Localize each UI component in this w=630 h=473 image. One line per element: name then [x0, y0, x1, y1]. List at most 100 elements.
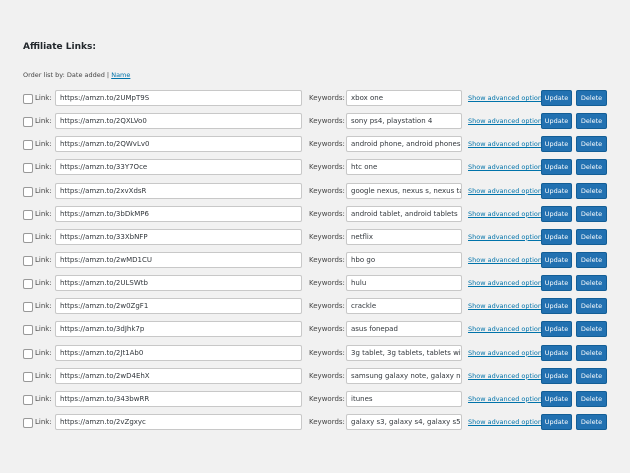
keywords-input[interactable]: asus fonepad — [346, 321, 462, 337]
show-advanced-options-link[interactable]: Show advanced options — [468, 256, 545, 264]
keywords-input[interactable]: android tablet, android tablets — [346, 206, 462, 222]
select-checkbox[interactable] — [23, 210, 33, 220]
select-checkbox[interactable] — [23, 302, 33, 312]
update-button[interactable]: Update — [541, 345, 572, 361]
show-advanced-options-link[interactable]: Show advanced options — [468, 418, 545, 426]
order-by-label: Order list by: Date added | — [23, 71, 111, 79]
show-advanced-options-link[interactable]: Show advanced options — [468, 94, 545, 102]
select-checkbox[interactable] — [23, 349, 33, 359]
select-checkbox[interactable] — [23, 279, 33, 289]
keywords-input[interactable]: google nexus, nexus s, nexus tabl — [346, 183, 462, 199]
select-checkbox[interactable] — [23, 163, 33, 173]
link-url-input[interactable]: https://amzn.to/2QXLVo0 — [55, 113, 302, 129]
select-checkbox[interactable] — [23, 94, 33, 104]
select-checkbox[interactable] — [23, 187, 33, 197]
show-advanced-options-link[interactable]: Show advanced options — [468, 210, 545, 218]
link-url-input[interactable]: https://amzn.to/2QWvLv0 — [55, 136, 302, 152]
keywords-input[interactable]: netflix — [346, 229, 462, 245]
select-checkbox[interactable] — [23, 233, 33, 243]
update-button[interactable]: Update — [541, 229, 572, 245]
delete-button[interactable]: Delete — [576, 229, 607, 245]
delete-button[interactable]: Delete — [576, 183, 607, 199]
update-button[interactable]: Update — [541, 298, 572, 314]
link-url-input[interactable]: https://amzn.to/2wD4EhX — [55, 368, 302, 384]
keywords-input[interactable]: hbo go — [346, 252, 462, 268]
delete-button[interactable]: Delete — [576, 113, 607, 129]
show-advanced-options-link[interactable]: Show advanced options — [468, 233, 545, 241]
keywords-input[interactable]: itunes — [346, 391, 462, 407]
keywords-input[interactable]: hulu — [346, 275, 462, 291]
update-button[interactable]: Update — [541, 159, 572, 175]
link-url-input[interactable]: https://amzn.to/2Jt1Ab0 — [55, 345, 302, 361]
keywords-input[interactable]: samsung galaxy note, galaxy note — [346, 368, 462, 384]
delete-button[interactable]: Delete — [576, 298, 607, 314]
link-url-input[interactable]: https://amzn.to/2xvXdsR — [55, 183, 302, 199]
link-row: Link: https://amzn.to/2Jt1Ab0 Keywords: … — [0, 345, 630, 362]
delete-button[interactable]: Delete — [576, 275, 607, 291]
update-button[interactable]: Update — [541, 136, 572, 152]
show-advanced-options-link[interactable]: Show advanced options — [468, 163, 545, 171]
delete-button[interactable]: Delete — [576, 90, 607, 106]
link-label: Link: — [35, 117, 52, 125]
link-url-input[interactable]: https://amzn.to/343bwRR — [55, 391, 302, 407]
show-advanced-options-link[interactable]: Show advanced options — [468, 117, 545, 125]
keywords-input[interactable]: galaxy s3, galaxy s4, galaxy s5, gal — [346, 414, 462, 430]
keywords-input[interactable]: xbox one — [346, 90, 462, 106]
update-button[interactable]: Update — [541, 252, 572, 268]
keywords-label: Keywords: — [309, 140, 345, 148]
keywords-input[interactable]: 3g tablet, 3g tablets, tablets with — [346, 345, 462, 361]
update-button[interactable]: Update — [541, 113, 572, 129]
keywords-input[interactable]: htc one — [346, 159, 462, 175]
update-button[interactable]: Update — [541, 414, 572, 430]
delete-button[interactable]: Delete — [576, 159, 607, 175]
link-url-input[interactable]: https://amzn.to/2ULSWtb — [55, 275, 302, 291]
select-checkbox[interactable] — [23, 372, 33, 382]
show-advanced-options-link[interactable]: Show advanced options — [468, 325, 545, 333]
link-url-input[interactable]: https://amzn.to/2vZgxyc — [55, 414, 302, 430]
keywords-input[interactable]: sony ps4, playstation 4 — [346, 113, 462, 129]
show-advanced-options-link[interactable]: Show advanced options — [468, 140, 545, 148]
delete-button[interactable]: Delete — [576, 206, 607, 222]
select-checkbox[interactable] — [23, 395, 33, 405]
show-advanced-options-link[interactable]: Show advanced options — [468, 302, 545, 310]
keywords-label: Keywords: — [309, 233, 345, 241]
keywords-label: Keywords: — [309, 210, 345, 218]
link-url-input[interactable]: https://amzn.to/3bDkMP6 — [55, 206, 302, 222]
delete-button[interactable]: Delete — [576, 345, 607, 361]
link-url-input[interactable]: https://amzn.to/2wMD1CU — [55, 252, 302, 268]
link-row: Link: https://amzn.to/2ULSWtb Keywords: … — [0, 275, 630, 292]
show-advanced-options-link[interactable]: Show advanced options — [468, 395, 545, 403]
keywords-input[interactable]: android phone, android phones — [346, 136, 462, 152]
delete-button[interactable]: Delete — [576, 368, 607, 384]
show-advanced-options-link[interactable]: Show advanced options — [468, 279, 545, 287]
delete-button[interactable]: Delete — [576, 321, 607, 337]
update-button[interactable]: Update — [541, 275, 572, 291]
delete-button[interactable]: Delete — [576, 414, 607, 430]
link-url-input[interactable]: https://amzn.to/3dJhk7p — [55, 321, 302, 337]
show-advanced-options-link[interactable]: Show advanced options — [468, 187, 545, 195]
show-advanced-options-link[interactable]: Show advanced options — [468, 349, 545, 357]
order-by-name-link[interactable]: Name — [111, 71, 130, 79]
select-checkbox[interactable] — [23, 117, 33, 127]
delete-button[interactable]: Delete — [576, 136, 607, 152]
link-url-input[interactable]: https://amzn.to/33Y7Oce — [55, 159, 302, 175]
link-label: Link: — [35, 302, 52, 310]
update-button[interactable]: Update — [541, 321, 572, 337]
select-checkbox[interactable] — [23, 140, 33, 150]
update-button[interactable]: Update — [541, 90, 572, 106]
link-label: Link: — [35, 233, 52, 241]
select-checkbox[interactable] — [23, 256, 33, 266]
select-checkbox[interactable] — [23, 418, 33, 428]
delete-button[interactable]: Delete — [576, 252, 607, 268]
link-url-input[interactable]: https://amzn.to/2w0ZgF1 — [55, 298, 302, 314]
keywords-input[interactable]: crackle — [346, 298, 462, 314]
link-url-input[interactable]: https://amzn.to/2UMpT9S — [55, 90, 302, 106]
update-button[interactable]: Update — [541, 391, 572, 407]
update-button[interactable]: Update — [541, 206, 572, 222]
show-advanced-options-link[interactable]: Show advanced options — [468, 372, 545, 380]
link-url-input[interactable]: https://amzn.to/33XbNFP — [55, 229, 302, 245]
delete-button[interactable]: Delete — [576, 391, 607, 407]
update-button[interactable]: Update — [541, 183, 572, 199]
update-button[interactable]: Update — [541, 368, 572, 384]
select-checkbox[interactable] — [23, 325, 33, 335]
